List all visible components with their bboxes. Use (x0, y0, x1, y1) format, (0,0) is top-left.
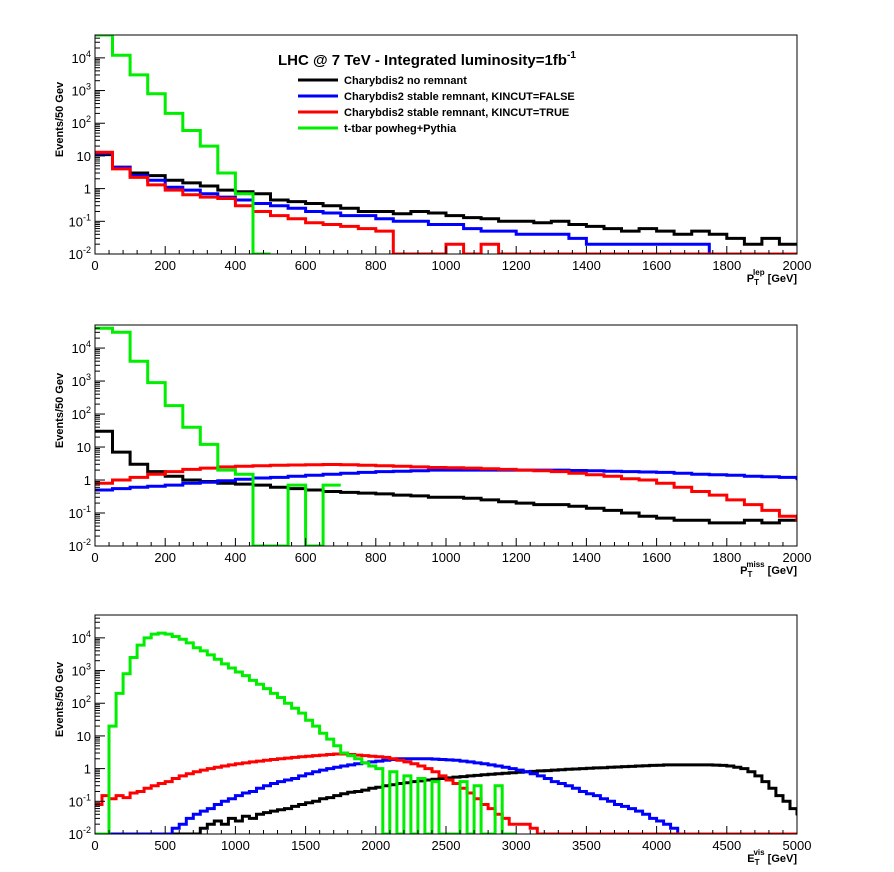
series-line-t-tbar-powheg-pythia (95, 631, 517, 834)
x-tick-label: 5000 (783, 838, 812, 853)
y-tick-label: 104 (72, 339, 91, 356)
legend-label: Charybdis2 no remnant (344, 75, 467, 87)
y-axis-label: Events/50 Gev (54, 661, 66, 737)
x-tick-label: 600 (295, 550, 317, 565)
x-tick-label: 3500 (572, 838, 601, 853)
x-tick-label: 800 (365, 258, 387, 273)
x-tick-label: 1400 (572, 258, 601, 273)
y-tick-label: 103 (72, 662, 91, 679)
legend-label: t-tbar powheg+Pythia (344, 123, 457, 135)
y-tick-label: 103 (72, 372, 91, 389)
y-tick-label: 10-1 (69, 792, 91, 809)
x-tick-label: 1800 (712, 258, 741, 273)
y-tick-label: 103 (72, 82, 91, 99)
y-tick-label: 102 (72, 114, 91, 131)
series-line-charybdis2-no-remnant (95, 763, 797, 834)
series-line-charybdis2-stable-remnant-kincut-true (95, 463, 797, 546)
x-tick-label: 500 (154, 838, 176, 853)
series-line-t-tbar-powheg-pythia (95, 326, 341, 546)
x-tick-label: 1600 (642, 550, 671, 565)
y-tick-label: 102 (72, 405, 91, 422)
chart-panel-3: 0 500 1000 1500 2000 2500 3000 3500 4000 4500 5000… (54, 614, 812, 867)
x-tick-label: 2000 (783, 550, 812, 565)
x-axis-label: PTlep [GeV] (747, 268, 798, 287)
x-axis-label: ETvis [GeV] (747, 848, 797, 867)
x-tick-label: 3000 (502, 838, 531, 853)
x-tick-label: 2000 (361, 838, 390, 853)
x-tick-label: 600 (295, 258, 317, 273)
x-tick-label: 200 (154, 550, 176, 565)
x-axis-label: PTmiss [GeV] (740, 560, 797, 579)
y-tick-label: 10-1 (69, 504, 91, 521)
x-tick-label: 2000 (783, 258, 812, 273)
y-tick-label: 104 (72, 629, 91, 646)
chart-panel-1: 0 200 400 600 800 1000 1200 1400 1600 1800 2000 10-… (54, 34, 812, 287)
x-tick-label: 200 (154, 258, 176, 273)
legend-label: Charybdis2 stable remnant, KINCUT=TRUE (344, 107, 569, 119)
y-tick-label: 10 (77, 440, 91, 455)
y-tick-label: 10-1 (69, 212, 91, 229)
series-line-charybdis2-stable-remnant-kincut-true (95, 150, 797, 254)
y-tick-label: 102 (72, 694, 91, 711)
series-line-charybdis2-stable-remnant-kincut-true (95, 752, 797, 834)
figure-title: LHC @ 7 TeV - Integrated luminosity=1fb-… (278, 50, 576, 69)
y-tick-label: 10-2 (69, 825, 91, 842)
x-tick-label: 1000 (432, 258, 461, 273)
x-tick-label: 0 (91, 258, 98, 273)
y-axis-label: Events/50 Gev (54, 372, 66, 448)
x-tick-label: 400 (225, 550, 247, 565)
series-line-charybdis2-no-remnant (95, 429, 797, 538)
y-tick-label: 104 (72, 49, 91, 66)
x-tick-label: 1600 (642, 258, 671, 273)
x-tick-label: 0 (91, 838, 98, 853)
legend: Charybdis2 no remnant Charybdis2 stable … (298, 75, 575, 135)
series-line-t-tbar-powheg-pythia (95, 35, 271, 254)
x-tick-label: 0 (91, 550, 98, 565)
x-tick-label: 1200 (502, 550, 531, 565)
x-tick-label: 4500 (712, 838, 741, 853)
x-tick-label: 1000 (432, 550, 461, 565)
x-tick-label: 2500 (432, 838, 461, 853)
series-group (95, 631, 797, 834)
x-tick-label: 4000 (642, 838, 671, 853)
chart-panel-2: 0 200 400 600 800 1000 1200 1400 1600 1800 2000 10-… (54, 324, 812, 579)
series-group (95, 326, 797, 546)
x-tick-label: 800 (365, 550, 387, 565)
x-tick-label: 1000 (221, 838, 250, 853)
y-tick-label: 10 (77, 149, 91, 164)
y-tick-label: 1 (84, 762, 91, 777)
y-tick-label: 1 (84, 473, 91, 488)
x-tick-label: 1200 (502, 258, 531, 273)
series-line-charybdis2-no-remnant (95, 153, 797, 246)
x-tick-label: 1800 (712, 550, 741, 565)
x-tick-label: 1500 (291, 838, 320, 853)
y-tick-label: 1 (84, 182, 91, 197)
x-tick-label: 400 (225, 258, 247, 273)
series-group (95, 35, 797, 254)
x-tick-label: 1400 (572, 550, 601, 565)
series-line-charybdis2-stable-remnant-kincut-false (95, 757, 797, 834)
legend-label: Charybdis2 stable remnant, KINCUT=FALSE (344, 91, 575, 103)
y-tick-label: 10-2 (69, 537, 91, 554)
y-tick-label: 10 (77, 729, 91, 744)
y-axis-label: Events/50 Gev (54, 81, 66, 157)
series-line-charybdis2-stable-remnant-kincut-false (95, 151, 797, 254)
y-tick-label: 10-2 (69, 245, 91, 262)
